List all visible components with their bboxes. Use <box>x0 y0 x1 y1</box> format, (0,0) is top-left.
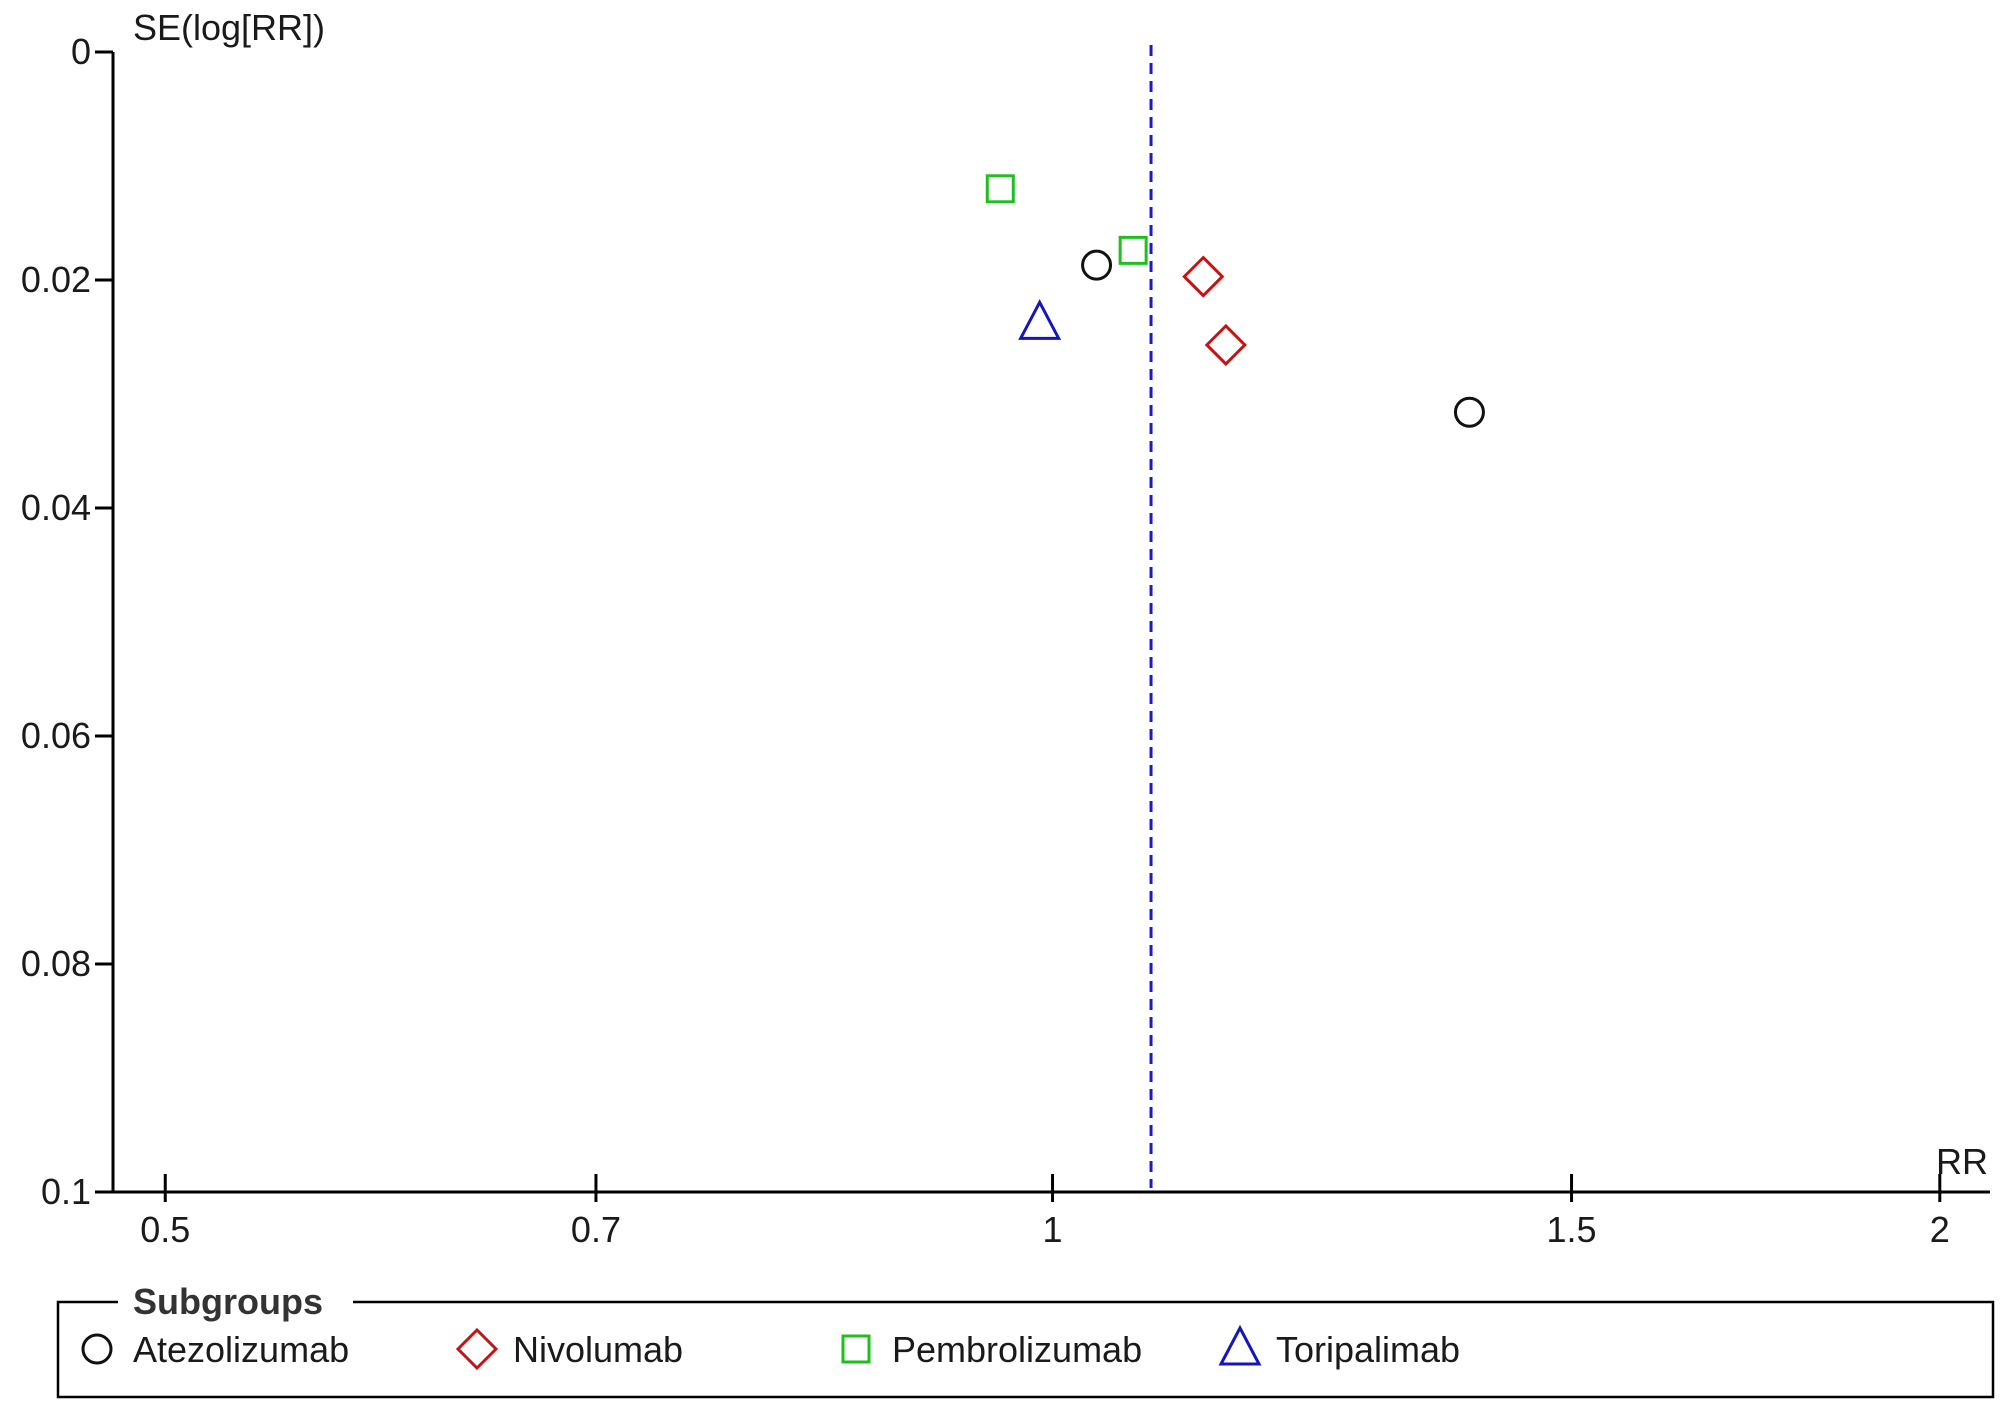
data-point-pembrolizumab <box>985 174 1015 204</box>
data-point-nivolumab <box>1182 255 1225 298</box>
y-tick-label: 0.1 <box>41 1171 91 1212</box>
y-axis-title: SE(log[RR]) <box>133 7 325 48</box>
y-tick-label: 0 <box>71 31 91 72</box>
legend-marker-atezolizumab <box>81 1333 113 1365</box>
data-point-nivolumab <box>1204 323 1247 367</box>
legend-label-pembrolizumab: Pembrolizumab <box>892 1329 1142 1370</box>
data-point-toripalimab <box>1018 299 1062 340</box>
legend-marker-toripalimab <box>1218 1324 1262 1366</box>
data-point-atezolizumab <box>1453 396 1485 428</box>
data-point-pembrolizumab <box>1118 235 1148 265</box>
legend-title-gap <box>118 1298 353 1306</box>
legend-label-atezolizumab: Atezolizumab <box>133 1329 349 1370</box>
x-axis-title: RR <box>1936 1141 1988 1182</box>
legend: Subgroups Atezolizumab Nivolumab Pembrolizu… <box>56 1281 1995 1399</box>
legend-box <box>56 1300 1995 1399</box>
legend-marker-pembrolizumab <box>841 1334 871 1364</box>
x-tick-label: 1 <box>1043 1209 1063 1250</box>
y-tick-label: 0.08 <box>21 943 91 984</box>
y-tick-label: 0.04 <box>21 487 91 528</box>
plot-area: 0 0.02 0.04 0.06 0.08 0.1 0.5 0.7 1 1.5 2 SE(log[RR… <box>21 7 1990 1250</box>
y-tick-label: 0.06 <box>21 715 91 756</box>
y-tick-label: 0.02 <box>21 259 91 300</box>
x-tick-label: 2 <box>1930 1209 1950 1250</box>
legend-label-toripalimab: Toripalimab <box>1276 1329 1460 1370</box>
data-point-atezolizumab <box>1081 249 1113 281</box>
legend-label-nivolumab: Nivolumab <box>513 1329 683 1370</box>
x-tick-label: 0.7 <box>571 1209 621 1250</box>
x-tick-label: 1.5 <box>1547 1209 1597 1250</box>
legend-title: Subgroups <box>133 1281 323 1322</box>
legend-marker-nivolumab <box>455 1327 499 1371</box>
x-tick-label: 0.5 <box>140 1209 190 1250</box>
